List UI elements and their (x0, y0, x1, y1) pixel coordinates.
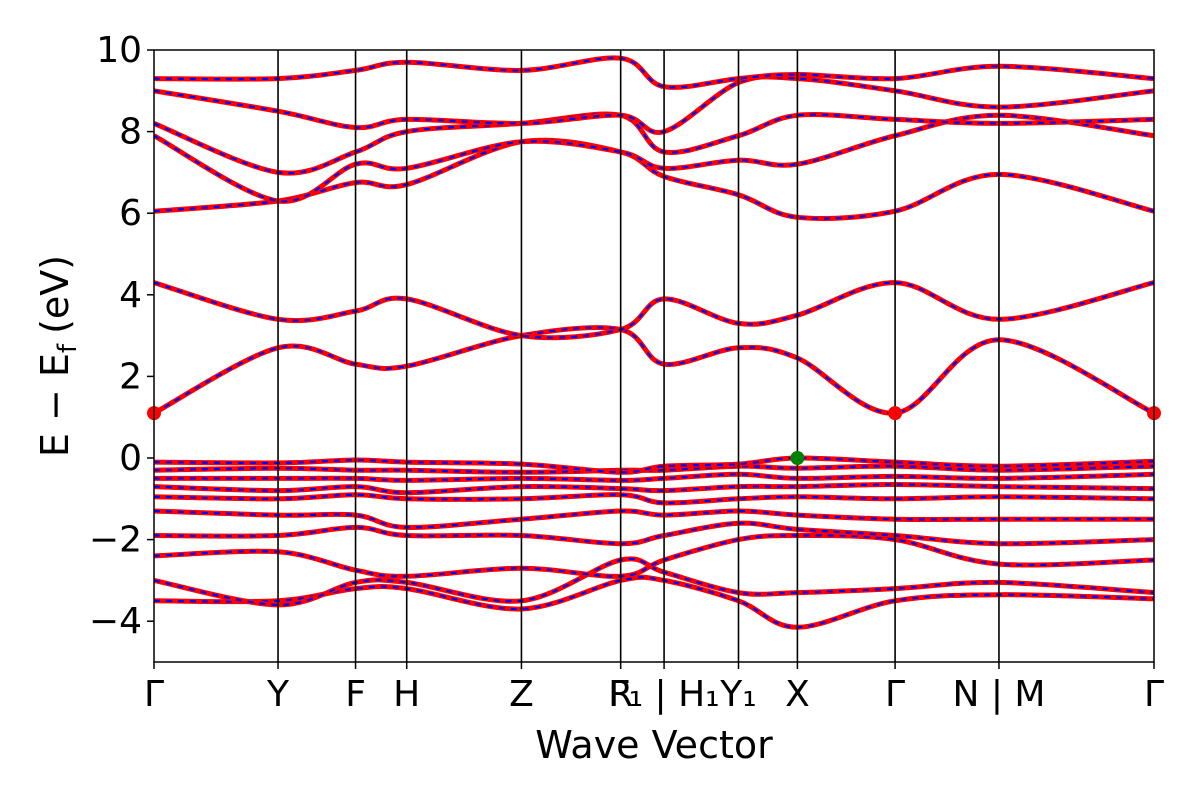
kpoint-label-9: Γ (885, 674, 905, 715)
kpoint-label-1: Y (266, 674, 290, 715)
band-fit-line-16 (154, 56, 1154, 89)
kpoint-label-2: F (345, 674, 366, 715)
band-fit-line-5 (154, 493, 1154, 505)
x-axis: Γ Y F H Z RΓ₁ | H₁ Y₁ X Γ N | M Γ (144, 662, 1164, 715)
band-fit-line-11 (154, 281, 1154, 339)
plot-frame (153, 49, 1155, 663)
kpath-lines (277, 50, 1000, 662)
kpoint-label-7: Y₁ (719, 674, 756, 715)
kpoint-label-4: Z (509, 674, 534, 715)
y-tick-label-5: 6 (119, 193, 142, 234)
band-fit-line-9 (154, 456, 1154, 474)
kpoint-label-0: Γ (144, 674, 164, 715)
extremum-marker-3 (790, 451, 805, 465)
band-fit-line-14 (154, 112, 1154, 175)
kpoint-label-11: Γ (1144, 674, 1164, 715)
extremum-marker-1 (888, 406, 903, 421)
markers-layer (147, 406, 1161, 465)
kpoint-label-10: N | M (952, 674, 1045, 715)
band-fit-line-3 (154, 522, 1154, 545)
y-tick-label-3: 2 (119, 356, 142, 397)
band-fit-line-6 (154, 483, 1154, 494)
x-axis-title: Wave Vector (535, 723, 773, 767)
band-fit-line-15 (154, 75, 1154, 134)
y-axis-title-main: E − E (33, 353, 77, 457)
band-fit-line-2 (154, 534, 1154, 578)
y-tick-label-4: 4 (119, 275, 142, 316)
y-axis-title-unit: (eV) (33, 255, 77, 334)
kpoint-label-5: R (608, 674, 633, 715)
band-fit-line-1 (154, 557, 1154, 607)
kpoint-label-8: X (785, 674, 810, 715)
kpoint-label-6: Γ₁ | H₁ (609, 674, 720, 715)
band-fit-line-4 (154, 509, 1154, 529)
kpoint-label-3: H (393, 674, 420, 715)
band-line-0 (154, 574, 1154, 630)
y-tick-label-7: 10 (96, 30, 142, 71)
y-axis-title: E − Ef (eV) (33, 255, 83, 457)
y-tick-label-2: 0 (119, 438, 142, 479)
y-axis: −4 −2 0 2 4 6 8 10 (89, 30, 154, 642)
y-tick-label-1: −2 (89, 520, 142, 561)
y-tick-label-0: −4 (89, 601, 142, 642)
band-fit-line-7 (154, 473, 1154, 482)
y-tick-label-6: 8 (119, 112, 142, 153)
bands-layer (154, 55, 1154, 630)
y-axis-title-sub: f (53, 343, 83, 353)
band-fit-line-10 (154, 326, 1154, 415)
band-fit-line-13 (154, 114, 1154, 203)
